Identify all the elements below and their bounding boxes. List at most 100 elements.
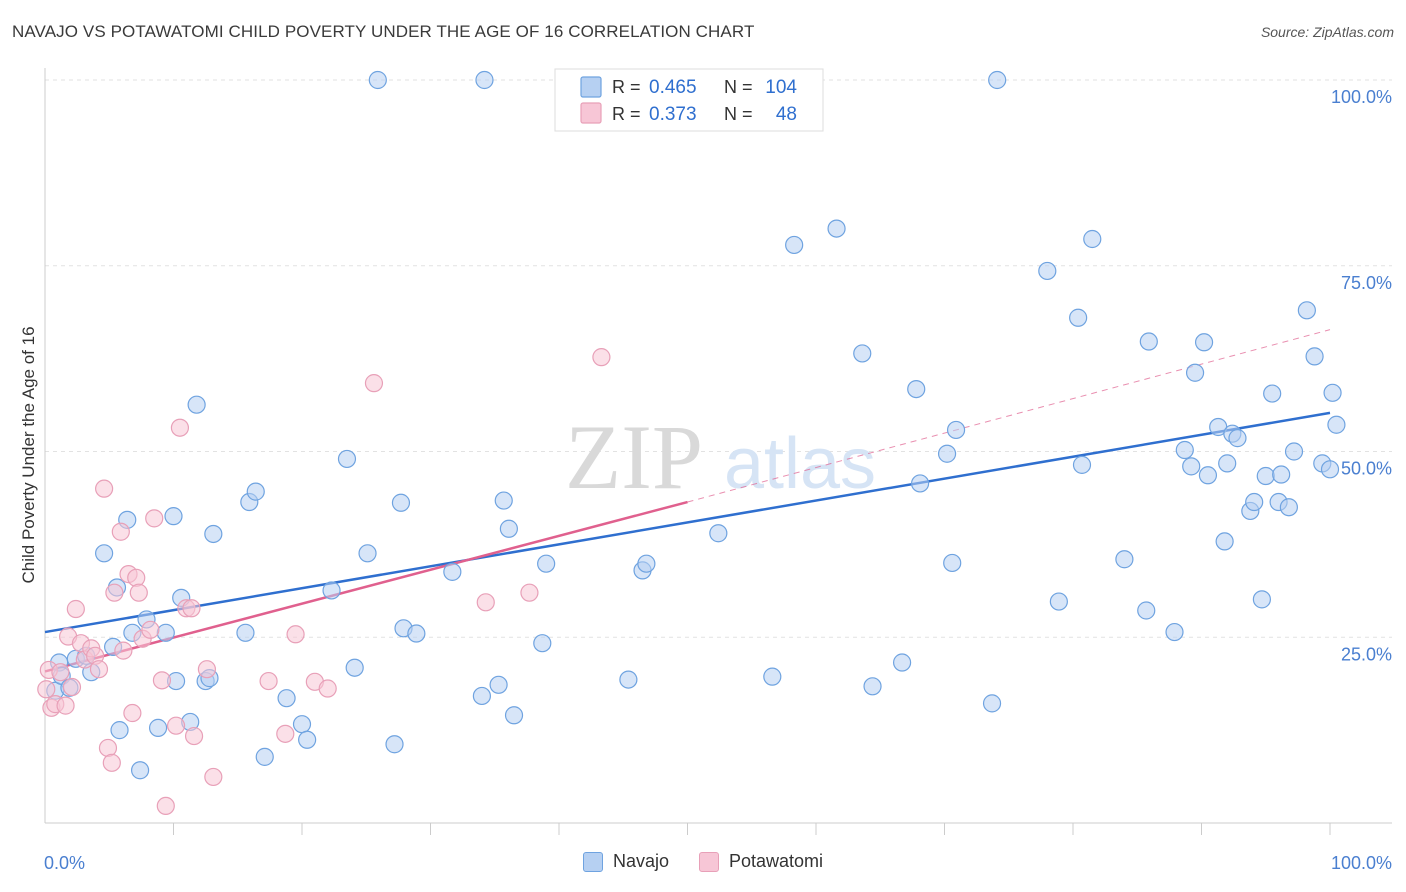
y-tick-label: 75.0% [1341, 273, 1392, 293]
point-navajo [246, 482, 265, 501]
point-potawatomi [318, 679, 337, 698]
legend-item-navajo[interactable]: Navajo [582, 851, 669, 872]
point-navajo [1175, 440, 1194, 460]
point-navajo [255, 747, 274, 766]
y-axis-label: Child Poverty Under the Age of 16 [19, 326, 38, 583]
x-tick-label: 100.0% [1331, 853, 1392, 873]
point-navajo [827, 219, 846, 238]
point-potawatomi [102, 753, 121, 772]
stats-n-value-potawatomi: 48 [776, 104, 797, 125]
point-navajo [1137, 601, 1156, 620]
point-navajo [1245, 492, 1264, 512]
point-navajo [1228, 429, 1247, 448]
legend-swatch-navajo [582, 851, 603, 872]
point-navajo [982, 694, 1002, 713]
stats-swatch-navajo [580, 76, 602, 98]
point-navajo [156, 623, 175, 642]
point-navajo [907, 379, 926, 399]
point-navajo [164, 507, 183, 526]
point-potawatomi [51, 663, 70, 682]
point-navajo [1305, 347, 1324, 366]
grid-lines [45, 79, 1392, 638]
point-potawatomi [197, 660, 217, 679]
point-potawatomi [105, 583, 124, 602]
point-navajo [322, 581, 341, 600]
point-navajo [391, 493, 411, 512]
stats-r-value-navajo: 0.465 [649, 77, 697, 98]
point-potawatomi [204, 767, 223, 787]
trend-lines [44, 329, 1331, 673]
point-navajo [1279, 498, 1298, 517]
point-navajo [988, 70, 1007, 90]
point-navajo [1323, 383, 1342, 402]
point-navajo [892, 653, 912, 672]
point-navajo [1049, 592, 1068, 611]
point-navajo [619, 670, 638, 689]
point-potawatomi [182, 599, 201, 618]
point-potawatomi [286, 625, 305, 644]
legend-label-navajo: Navajo [612, 851, 669, 871]
point-potawatomi [98, 738, 118, 758]
point-potawatomi [364, 374, 384, 393]
stats-n-label-potawatomi: N = [724, 104, 753, 124]
point-potawatomi [114, 641, 133, 660]
point-navajo [385, 735, 404, 754]
point-potawatomi [89, 660, 109, 679]
point-navajo [292, 715, 312, 734]
point-potawatomi [127, 568, 146, 587]
point-navajo [1072, 455, 1092, 474]
point-navajo [943, 553, 962, 573]
chart-title: NAVAJO VS POTAWATOMI CHILD POVERTY UNDER… [12, 22, 755, 41]
point-potawatomi [184, 726, 204, 746]
trend-extension-potawatomi [687, 329, 1331, 503]
point-navajo [1263, 384, 1282, 403]
point-navajo [443, 562, 462, 581]
point-potawatomi [592, 348, 611, 367]
legend-swatch-potawatomi [698, 851, 719, 872]
x-tick-label: 0.0% [44, 853, 85, 873]
point-navajo [407, 624, 426, 643]
point-navajo [1115, 550, 1134, 569]
legend-item-potawatomi[interactable]: Potawatomi [698, 851, 823, 872]
point-navajo [475, 70, 494, 90]
y-tick-label: 100.0% [1331, 87, 1392, 107]
trend-line-potawatomi [44, 500, 688, 673]
point-navajo [337, 449, 357, 469]
point-navajo [494, 491, 513, 510]
point-navajo [1297, 301, 1316, 320]
point-potawatomi [145, 509, 164, 528]
point-navajo [785, 235, 804, 255]
point-navajo [345, 658, 364, 677]
point-navajo [472, 686, 491, 706]
point-navajo [533, 634, 552, 653]
data-points [37, 70, 1346, 816]
y-tick-label: 25.0% [1341, 644, 1392, 664]
point-navajo [236, 623, 255, 642]
point-navajo [910, 474, 930, 493]
point-navajo [1083, 229, 1102, 249]
watermark-atlas: atlas [724, 424, 876, 504]
point-navajo [187, 395, 206, 414]
point-navajo [1182, 457, 1201, 476]
point-potawatomi [259, 671, 278, 691]
stats-r-value-potawatomi: 0.373 [649, 104, 697, 125]
point-navajo [277, 689, 296, 708]
point-navajo [1185, 363, 1205, 382]
point-potawatomi [111, 522, 130, 541]
point-potawatomi [37, 680, 56, 699]
point-navajo [368, 70, 387, 90]
point-navajo [489, 675, 508, 694]
point-navajo [709, 524, 728, 543]
stats-r-label-navajo: R = [612, 77, 641, 97]
point-potawatomi [129, 583, 148, 602]
point-navajo [499, 519, 518, 538]
watermark: ZIP atlas [565, 406, 876, 508]
source-label: Source: ZipAtlas.com [1260, 24, 1394, 40]
point-navajo [1139, 332, 1158, 351]
point-potawatomi [56, 696, 75, 715]
point-navajo [148, 718, 168, 737]
point-navajo [95, 544, 114, 563]
point-navajo [1320, 460, 1340, 479]
point-potawatomi [152, 671, 172, 690]
point-navajo [110, 721, 129, 740]
